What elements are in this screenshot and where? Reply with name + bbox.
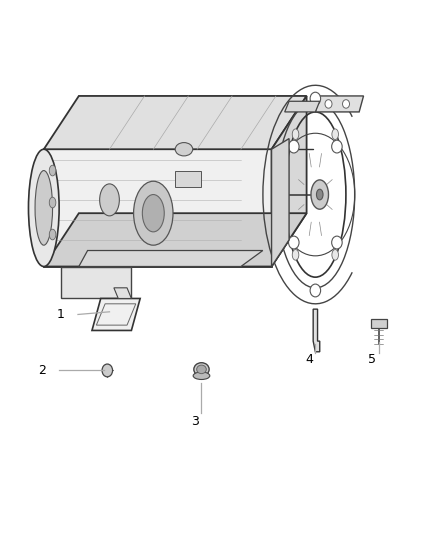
Ellipse shape	[316, 189, 323, 200]
Circle shape	[332, 236, 342, 249]
Text: 4: 4	[305, 353, 313, 366]
Circle shape	[289, 140, 299, 153]
Ellipse shape	[311, 180, 328, 209]
Ellipse shape	[332, 249, 339, 260]
Polygon shape	[285, 101, 320, 112]
Text: 5: 5	[368, 353, 376, 366]
Ellipse shape	[292, 249, 299, 260]
Text: 1: 1	[57, 308, 65, 321]
Polygon shape	[272, 139, 289, 266]
Ellipse shape	[193, 372, 210, 379]
Polygon shape	[313, 309, 320, 352]
Ellipse shape	[142, 195, 164, 232]
Ellipse shape	[49, 229, 56, 240]
Polygon shape	[175, 171, 201, 187]
Ellipse shape	[35, 171, 53, 245]
Ellipse shape	[197, 365, 206, 374]
Polygon shape	[44, 213, 307, 266]
Text: 3: 3	[191, 415, 199, 427]
Ellipse shape	[28, 149, 59, 266]
Circle shape	[102, 364, 113, 377]
Text: 2: 2	[38, 364, 46, 377]
Polygon shape	[92, 298, 140, 330]
Polygon shape	[272, 96, 307, 266]
Ellipse shape	[332, 129, 339, 140]
Ellipse shape	[292, 129, 299, 140]
Polygon shape	[44, 96, 307, 149]
FancyBboxPatch shape	[371, 319, 387, 328]
Circle shape	[310, 92, 321, 105]
Circle shape	[289, 236, 299, 249]
Ellipse shape	[49, 165, 56, 176]
Circle shape	[325, 100, 332, 108]
Ellipse shape	[134, 181, 173, 245]
Polygon shape	[79, 251, 263, 266]
Ellipse shape	[49, 197, 56, 208]
Ellipse shape	[99, 184, 119, 216]
Ellipse shape	[194, 362, 209, 376]
Polygon shape	[61, 266, 131, 298]
Polygon shape	[114, 288, 131, 298]
Polygon shape	[315, 96, 364, 112]
Ellipse shape	[175, 142, 193, 156]
Circle shape	[310, 284, 321, 297]
Circle shape	[343, 100, 350, 108]
Polygon shape	[44, 149, 272, 266]
Circle shape	[332, 140, 342, 153]
